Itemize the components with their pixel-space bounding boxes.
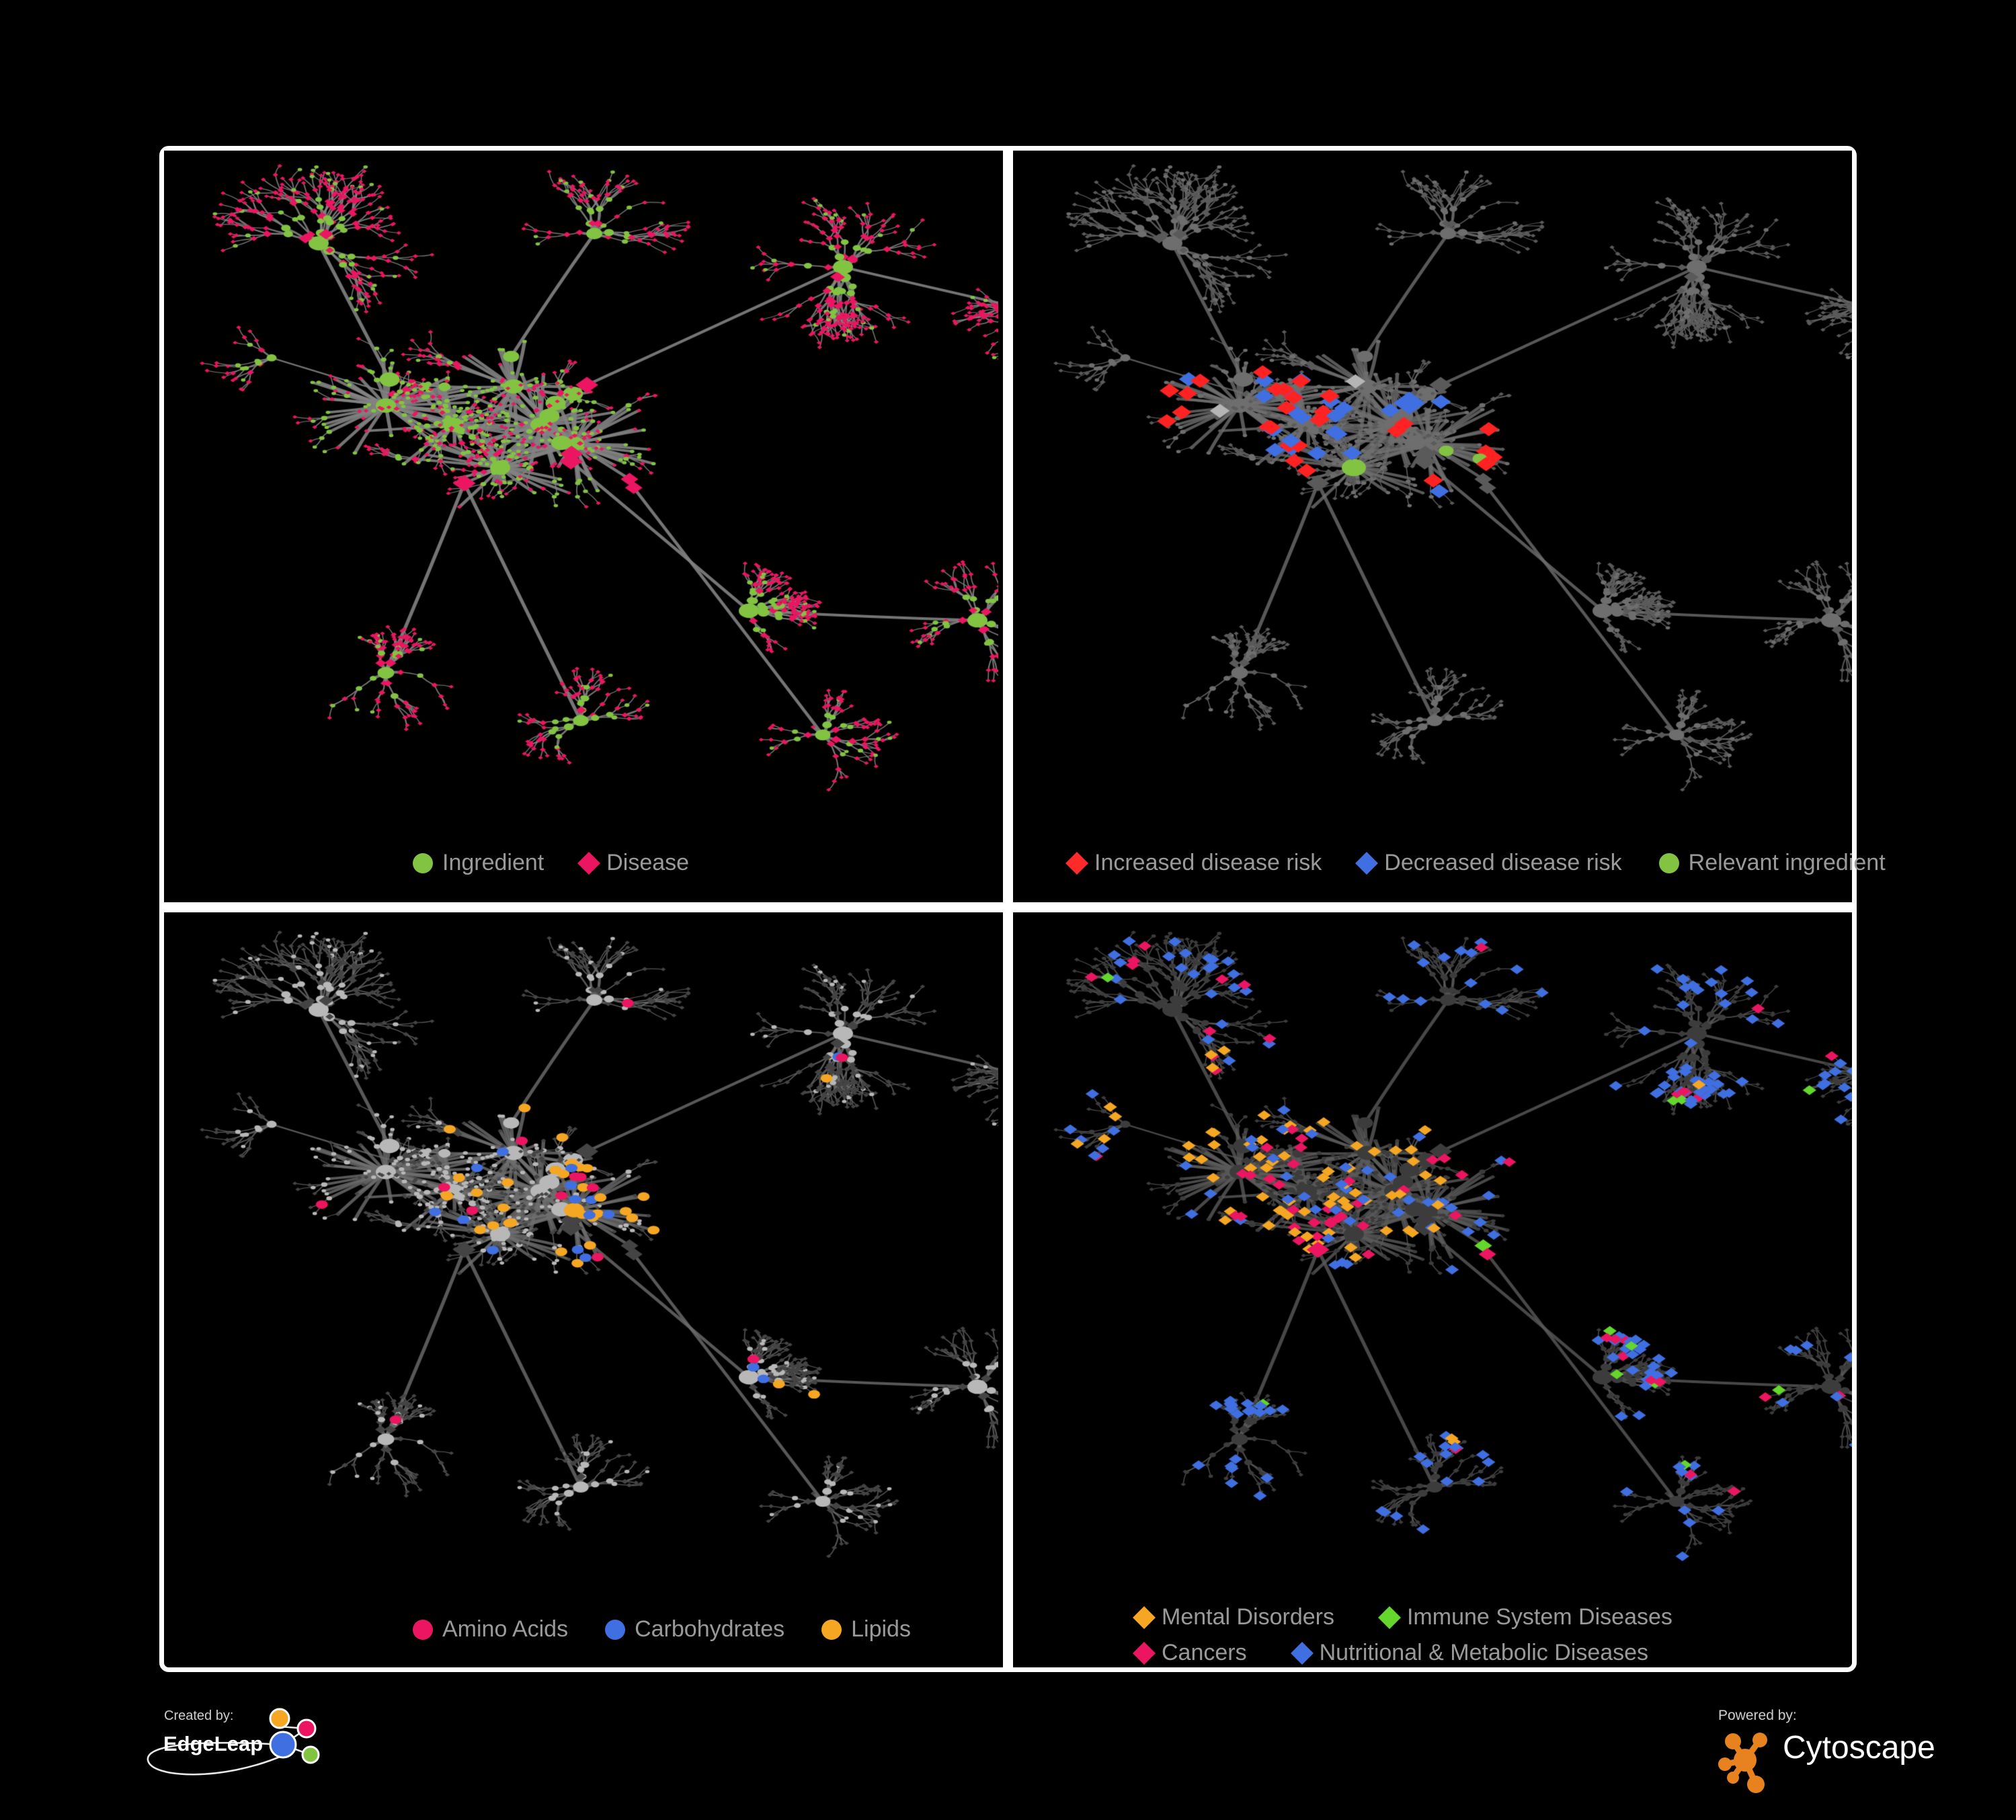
svg-text:Cytoscape: Cytoscape [1783,1730,1935,1766]
svg-text:Powered by:: Powered by: [1718,1708,1797,1723]
